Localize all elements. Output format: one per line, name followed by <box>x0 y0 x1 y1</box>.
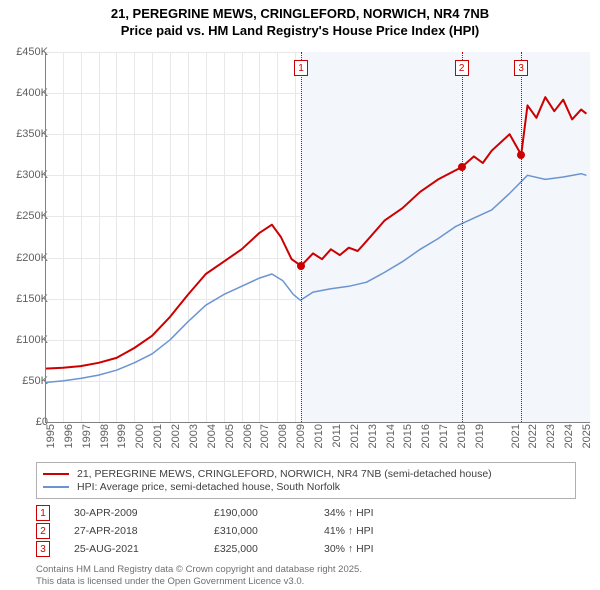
marker-line <box>301 52 302 422</box>
event-row: 1 30-APR-2009£190,00034% ↑ HPI <box>36 504 434 522</box>
y-tick-label: £300K <box>3 169 48 181</box>
x-tick-label: 2024 <box>563 424 575 454</box>
event-pct: 41% ↑ HPI <box>324 525 434 537</box>
footer-attribution: Contains HM Land Registry data © Crown c… <box>36 564 362 588</box>
y-tick-label: £50K <box>3 375 48 387</box>
x-tick-label: 2023 <box>545 424 557 454</box>
y-tick-label: £450K <box>3 46 48 58</box>
x-tick-label: 2007 <box>259 424 271 454</box>
y-tick-label: £250K <box>3 210 48 222</box>
footer-line-1: Contains HM Land Registry data © Crown c… <box>36 564 362 575</box>
event-pct: 34% ↑ HPI <box>324 507 434 519</box>
x-tick-label: 1998 <box>99 424 111 454</box>
x-tick-label: 1996 <box>63 424 75 454</box>
legend-label-price: 21, PEREGRINE MEWS, CRINGLEFORD, NORWICH… <box>77 468 492 480</box>
x-tick-label: 2008 <box>277 424 289 454</box>
x-tick-label: 2000 <box>134 424 146 454</box>
event-price: £190,000 <box>214 507 324 519</box>
legend-swatch-hpi <box>43 486 69 488</box>
x-tick-label: 1995 <box>45 424 57 454</box>
x-tick-label: 2021 <box>510 424 522 454</box>
event-price: £325,000 <box>214 543 324 555</box>
x-tick-label: 2011 <box>331 424 343 454</box>
event-row: 3 25-AUG-2021£325,00030% ↑ HPI <box>36 540 434 558</box>
x-tick-label: 2003 <box>188 424 200 454</box>
x-tick-label: 2019 <box>474 424 486 454</box>
y-tick-label: £0 <box>3 416 48 428</box>
event-row: 2 27-APR-2018£310,00041% ↑ HPI <box>36 522 434 540</box>
x-tick-label: 1997 <box>81 424 93 454</box>
event-badge: 2 <box>36 523 50 539</box>
legend-label-hpi: HPI: Average price, semi-detached house,… <box>77 481 340 493</box>
event-price: £310,000 <box>214 525 324 537</box>
marker-dot <box>517 151 525 159</box>
x-tick-label: 2017 <box>438 424 450 454</box>
event-date: 25-AUG-2021 <box>74 543 214 555</box>
x-tick-label: 2014 <box>385 424 397 454</box>
x-tick-label: 2005 <box>224 424 236 454</box>
y-axis-line <box>45 52 46 422</box>
x-tick-label: 2022 <box>527 424 539 454</box>
y-tick-label: £200K <box>3 252 48 264</box>
x-tick-label: 2010 <box>313 424 325 454</box>
event-badge: 1 <box>36 505 50 521</box>
y-tick-label: £100K <box>3 334 48 346</box>
x-tick-label: 2016 <box>420 424 432 454</box>
footer-line-2: This data is licensed under the Open Gov… <box>36 576 304 587</box>
legend-item-hpi: HPI: Average price, semi-detached house,… <box>43 481 569 493</box>
chart-container: 21, PEREGRINE MEWS, CRINGLEFORD, NORWICH… <box>0 0 600 590</box>
x-tick-label: 2013 <box>367 424 379 454</box>
y-tick-label: £400K <box>3 87 48 99</box>
event-pct: 30% ↑ HPI <box>324 543 434 555</box>
x-axis-line <box>45 422 590 423</box>
chart-lines <box>45 52 590 422</box>
legend-item-price: 21, PEREGRINE MEWS, CRINGLEFORD, NORWICH… <box>43 468 569 480</box>
marker-line <box>462 52 463 422</box>
x-tick-label: 2002 <box>170 424 182 454</box>
y-tick-label: £350K <box>3 128 48 140</box>
x-tick-label: 2012 <box>349 424 361 454</box>
marker-badge: 2 <box>455 60 469 76</box>
chart-title: 21, PEREGRINE MEWS, CRINGLEFORD, NORWICH… <box>0 0 600 40</box>
x-tick-label: 2018 <box>456 424 468 454</box>
events-table: 1 30-APR-2009£190,00034% ↑ HPI 2 27-APR-201… <box>36 504 434 558</box>
legend-swatch-price <box>43 473 69 475</box>
title-line-1: 21, PEREGRINE MEWS, CRINGLEFORD, NORWICH… <box>111 6 489 21</box>
event-badge: 3 <box>36 541 50 557</box>
title-line-2: Price paid vs. HM Land Registry's House … <box>121 23 480 38</box>
x-tick-label: 2015 <box>402 424 414 454</box>
marker-dot <box>297 262 305 270</box>
marker-badge: 1 <box>294 60 308 76</box>
x-tick-label: 2001 <box>152 424 164 454</box>
marker-dot <box>458 163 466 171</box>
x-tick-label: 2009 <box>295 424 307 454</box>
x-tick-label: 1999 <box>116 424 128 454</box>
y-tick-label: £150K <box>3 293 48 305</box>
x-tick-label: 2004 <box>206 424 218 454</box>
series-line-hpi <box>45 174 586 383</box>
series-line-price_paid <box>45 97 586 368</box>
marker-line <box>521 52 522 422</box>
event-date: 27-APR-2018 <box>74 525 214 537</box>
legend: 21, PEREGRINE MEWS, CRINGLEFORD, NORWICH… <box>36 462 576 499</box>
x-tick-label: 2025 <box>581 424 593 454</box>
x-tick-label: 2006 <box>242 424 254 454</box>
marker-badge: 3 <box>514 60 528 76</box>
event-date: 30-APR-2009 <box>74 507 214 519</box>
